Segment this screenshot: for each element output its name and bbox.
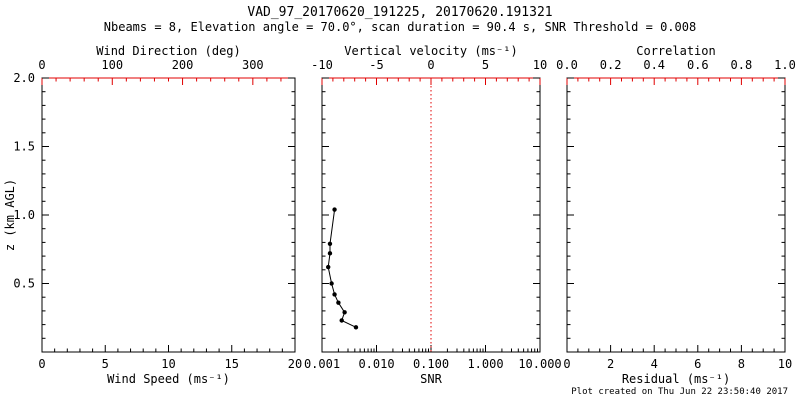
data-point bbox=[332, 207, 337, 212]
tick-label: 1.000 bbox=[467, 357, 503, 371]
y-axis bbox=[322, 77, 540, 353]
series-snr-profile bbox=[326, 207, 359, 330]
tick-label: 100 bbox=[101, 58, 123, 72]
x-top-axis: -10 -5 0 5 10 Vertical velocity (ms⁻¹) bbox=[311, 44, 547, 85]
tick-label: 0.100 bbox=[413, 357, 449, 371]
tick-label: 0.4 bbox=[643, 58, 665, 72]
tick-label: 200 bbox=[172, 58, 194, 72]
tick-label: 0.010 bbox=[358, 357, 394, 371]
tick-label: 5 bbox=[102, 357, 109, 371]
y-axis-title: z (km AGL) bbox=[3, 179, 17, 251]
x-bottom-axis: 0 2 4 6 8 10 Residual (ms⁻¹) bbox=[563, 345, 792, 386]
x-bottom-axis-title: Wind Speed (ms⁻¹) bbox=[107, 372, 230, 386]
tick-label: 6 bbox=[694, 357, 701, 371]
y-axis bbox=[567, 77, 785, 353]
x-top-axis-title: Correlation bbox=[636, 44, 715, 58]
data-point bbox=[327, 251, 333, 256]
tick-label: 10 bbox=[161, 357, 175, 371]
x-bottom-axis-title: SNR bbox=[420, 372, 442, 386]
data-point bbox=[342, 310, 347, 315]
tick-label: 1.0 bbox=[13, 208, 35, 222]
plot-title: VAD_97_20170620_191225, 20170620.191321 bbox=[247, 5, 552, 20]
creation-timestamp: Plot created on Thu Jun 22 23:50:40 2017 bbox=[571, 387, 788, 397]
tick-label: 0 bbox=[563, 357, 570, 371]
y-axis: 0.5 1.0 1.5 2.0 z (km AGL) bbox=[3, 71, 295, 353]
tick-label: 0.0 bbox=[556, 58, 578, 72]
x-top-axis-title: Wind Direction (deg) bbox=[96, 44, 241, 58]
panel-wind-speed-panel: 0 5 10 15 20 Wind Speed (ms⁻¹) 0 100 200 300Wind … bbox=[3, 44, 302, 386]
tick-label: -5 bbox=[369, 58, 383, 72]
tick-label: 2 bbox=[607, 357, 614, 371]
tick-label: 0.6 bbox=[687, 58, 709, 72]
panel-box bbox=[566, 77, 786, 353]
tick-label: 0 bbox=[38, 58, 45, 72]
tick-label: 10 bbox=[778, 357, 792, 371]
tick-label: 1.0 bbox=[774, 58, 796, 72]
x-top-axis-title: Vertical velocity (ms⁻¹) bbox=[344, 44, 517, 58]
tick-label: 10.000 bbox=[518, 357, 561, 371]
tick-label: 2.0 bbox=[13, 71, 35, 85]
tick-label: 0 bbox=[38, 357, 45, 371]
tick-label: 5 bbox=[482, 58, 489, 72]
data-point bbox=[332, 292, 337, 297]
data-point bbox=[326, 264, 331, 270]
panel-residual-panel: 0 2 4 6 8 10 Residual (ms⁻¹) 0.0 0.2 0.4 0.6 0.8 1.0… bbox=[556, 44, 796, 386]
tick-label: 4 bbox=[651, 357, 658, 371]
x-bottom-axis: 0 5 10 15 20 Wind Speed (ms⁻¹) bbox=[38, 345, 302, 386]
x-bottom-axis-title: Residual (ms⁻¹) bbox=[622, 372, 730, 386]
x-top-axis: 0.0 0.2 0.4 0.6 0.8 1.0 Correlation bbox=[556, 44, 796, 85]
tick-label: 0 bbox=[427, 58, 434, 72]
data-point bbox=[339, 318, 344, 323]
tick-label: 20 bbox=[288, 357, 302, 371]
plot-subtitle: Nbeams = 8, Elevation angle = 70.0°, sca… bbox=[104, 20, 696, 34]
data-point bbox=[353, 325, 359, 330]
tick-label: 0.001 bbox=[304, 357, 340, 371]
tick-label: 0.8 bbox=[731, 58, 753, 72]
tick-label: 0.5 bbox=[13, 277, 35, 291]
panel-box bbox=[41, 77, 296, 353]
tick-label: 300 bbox=[242, 58, 264, 72]
data-point bbox=[329, 281, 334, 286]
tick-label: 15 bbox=[225, 357, 239, 371]
tick-label: 10 bbox=[533, 58, 547, 72]
data-point bbox=[336, 300, 341, 305]
data-point bbox=[327, 241, 333, 246]
tick-label: -10 bbox=[311, 58, 333, 72]
tick-label: 0.2 bbox=[600, 58, 622, 72]
tick-label: 8 bbox=[738, 357, 745, 371]
x-bottom-axis: 0.001 0.010 0.100 1.000 10.000 SNR bbox=[304, 345, 562, 386]
panel-snr-panel: 0.001 0.010 0.100 1.000 10.000 SNR -10 -5 0 5 10 Ve… bbox=[304, 44, 562, 386]
tick-label: 1.5 bbox=[13, 140, 35, 154]
series-line bbox=[327, 209, 357, 328]
